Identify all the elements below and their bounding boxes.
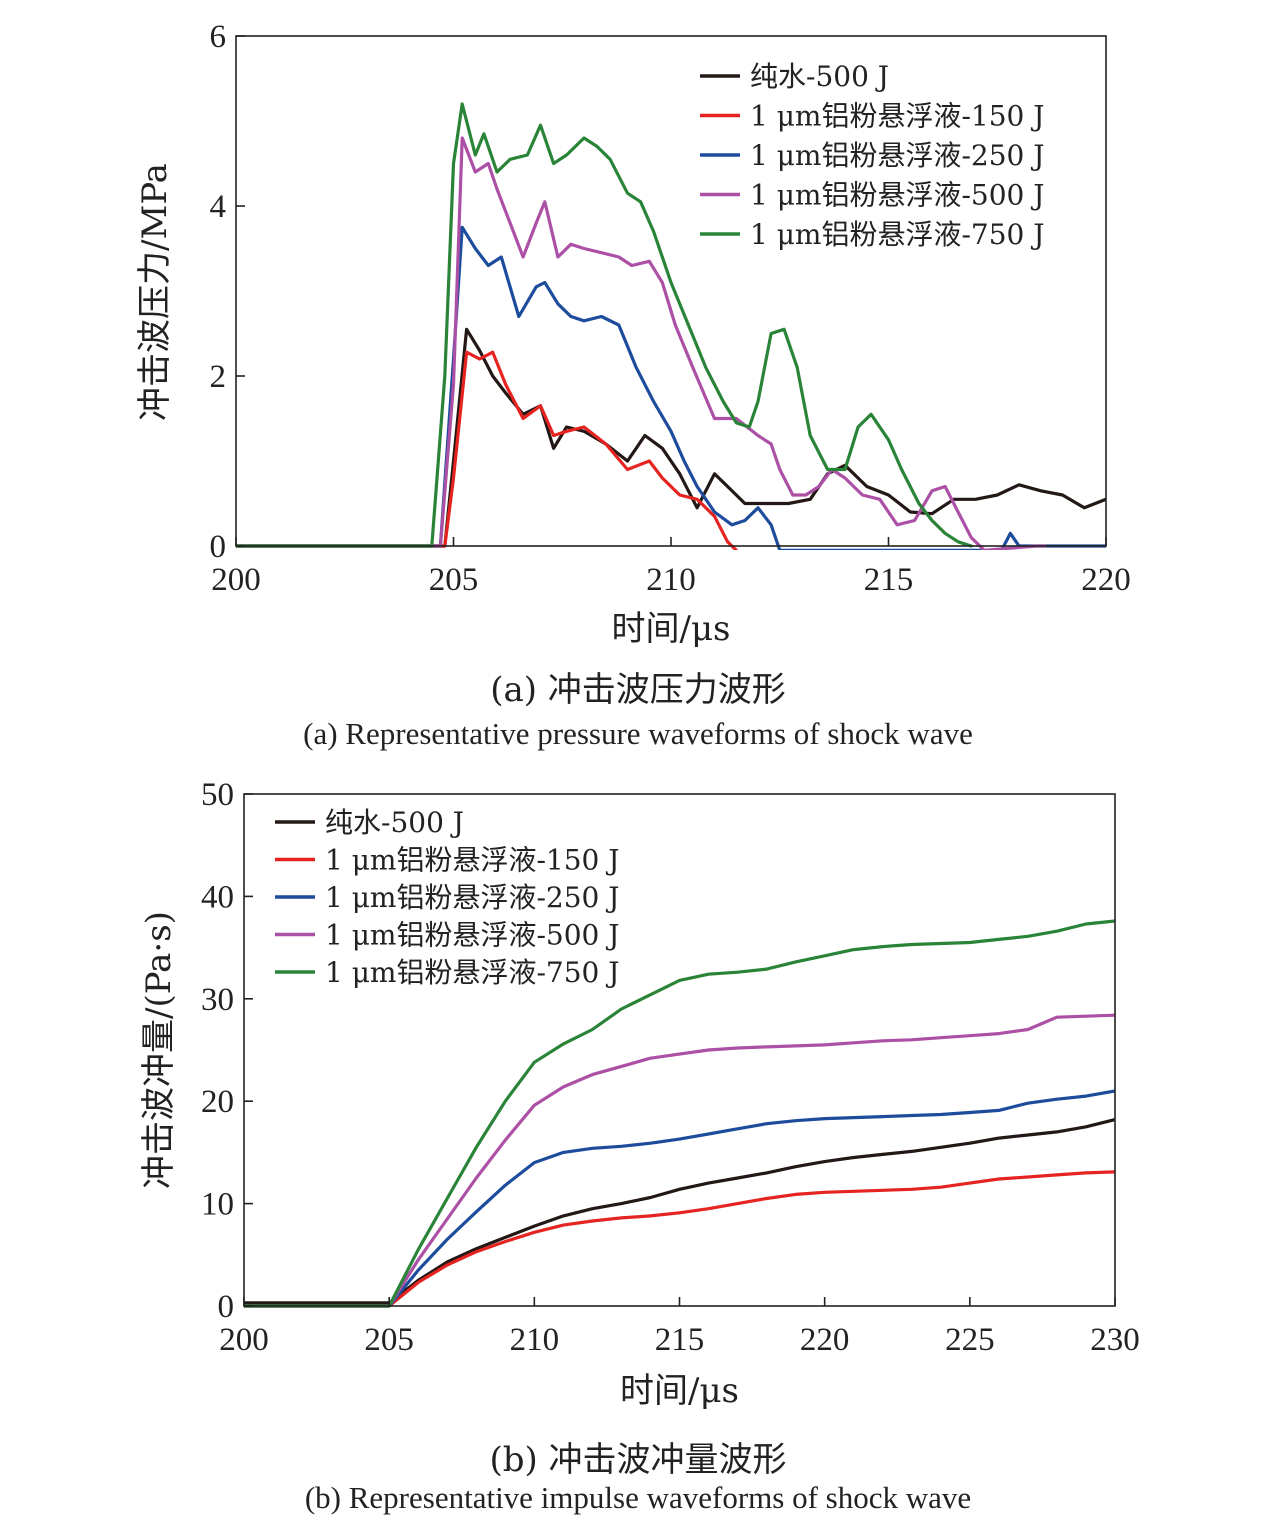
y-tick-label: 40: [201, 879, 234, 915]
x-tick-label: 200: [211, 562, 261, 598]
y-tick-label: 4: [210, 189, 227, 225]
x-tick-label: 210: [646, 562, 696, 598]
x-tick-label: 200: [219, 1322, 269, 1358]
x-tick-label: 215: [655, 1322, 705, 1358]
x-tick-label: 220: [800, 1322, 850, 1358]
pressure-chart: 200 205 210 215 220 0 2 4 6 时间/μs 冲击波压力/MPa 纯水-500 …: [135, 19, 1131, 649]
legend-label: 纯水-500 J: [325, 806, 464, 839]
series-line-5: [236, 102, 973, 548]
x-axis-title: 时间/μs: [620, 1371, 739, 1411]
y-tick-label: 30: [201, 982, 234, 1018]
y-tick-label: 10: [201, 1187, 234, 1223]
legend-label: 1 μm铝粉悬浮液-500 J: [750, 179, 1045, 212]
caption-a-en: (a) Representative pressure waveforms of…: [303, 716, 973, 751]
series-line-4: [244, 1013, 1115, 1308]
series-line-2: [236, 350, 738, 550]
x-tick-label: 215: [864, 562, 914, 598]
legend-label: 1 μm铝粉悬浮液-150 J: [325, 844, 620, 877]
y-tick-label: 6: [210, 19, 227, 55]
y-tick-label: 2: [210, 359, 227, 395]
x-tick-label: 205: [364, 1322, 414, 1358]
caption-b-cn: (b) 冲击波冲量波形: [489, 1440, 787, 1480]
series-line-3: [244, 1089, 1115, 1308]
legend-label: 1 μm铝粉悬浮液-250 J: [325, 881, 620, 914]
caption-b-en: (b) Representative impulse waveforms of …: [304, 1480, 972, 1515]
y-tick-label: 50: [201, 777, 234, 813]
series-line-4: [236, 136, 1047, 550]
legend-label: 1 μm铝粉悬浮液-750 J: [325, 956, 620, 989]
legend-label: 纯水-500 J: [750, 60, 889, 93]
y-tick-label: 0: [210, 529, 227, 565]
legend-label: 1 μm铝粉悬浮液-750 J: [750, 218, 1045, 251]
x-tick-label: 210: [510, 1322, 560, 1358]
y-axis-title: 冲击波冲量/(Pa·s): [139, 911, 179, 1189]
caption-a-cn: (a) 冲击波压力波形: [490, 670, 786, 710]
x-axis-title: 时间/μs: [612, 609, 731, 649]
x-tick-label: 225: [945, 1322, 995, 1358]
x-tick-label: 205: [429, 562, 479, 598]
y-axis-title: 冲击波压力/MPa: [135, 163, 175, 421]
y-tick-label: 20: [201, 1084, 234, 1120]
legend-label: 1 μm铝粉悬浮液-500 J: [325, 919, 620, 952]
legend-label: 1 μm铝粉悬浮液-250 J: [750, 139, 1045, 172]
series-line-5: [244, 919, 1115, 1308]
legend-label: 1 μm铝粉悬浮液-150 J: [750, 100, 1045, 133]
series-line-3: [236, 225, 1106, 550]
series-line-1: [236, 327, 1106, 548]
x-tick-label: 220: [1081, 562, 1131, 598]
y-tick-label: 0: [218, 1289, 235, 1325]
x-tick-label: 230: [1090, 1322, 1140, 1358]
series-line-2: [244, 1170, 1115, 1308]
series-line-1: [244, 1117, 1115, 1305]
